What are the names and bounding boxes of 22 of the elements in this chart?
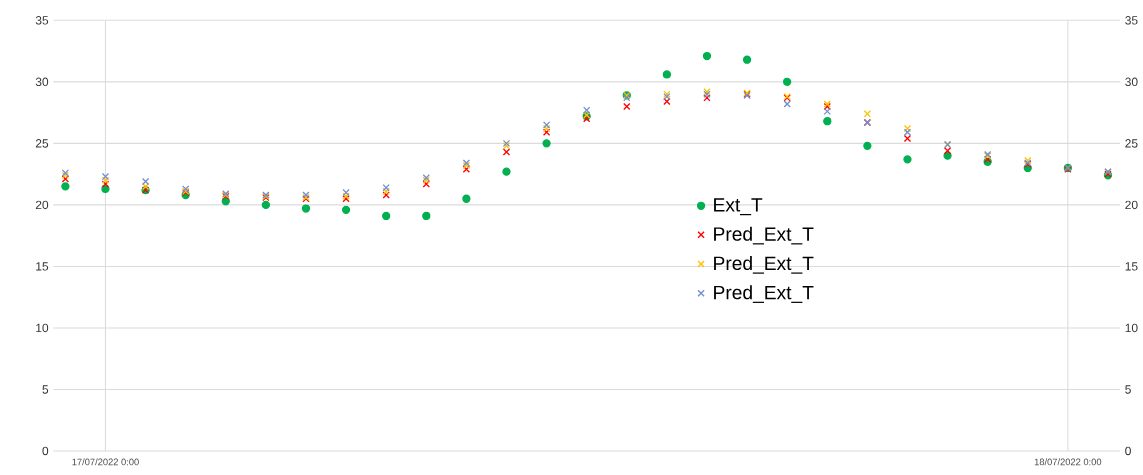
- y2-tick-label: 0: [1125, 446, 1131, 456]
- y2-tick-label: 5: [1125, 385, 1131, 394]
- y2-tick-label: 10: [1125, 323, 1138, 333]
- legend-label: Pred_Ext_T: [714, 226, 814, 245]
- y-tick-label: 5: [42, 385, 49, 394]
- y2-tick-label: 35: [1125, 16, 1138, 25]
- x-tick-label: 17/07/2022 0:00: [72, 458, 139, 466]
- y-tick-label: 20: [35, 200, 49, 210]
- y-tick-label: 10: [36, 323, 49, 333]
- y2-tick-label: 25: [1125, 139, 1138, 148]
- y2-tick-label: 20: [1125, 200, 1138, 210]
- y2-tick-label: 15: [1125, 262, 1138, 271]
- y-tick-label: 25: [35, 139, 49, 148]
- legend-label: Ext_T: [714, 198, 763, 216]
- y-tick-label: 35: [35, 16, 49, 25]
- legend-label: Pred_Ext_T: [714, 255, 814, 274]
- y-tick-label: 30: [35, 77, 49, 87]
- y-tick-label: 0: [42, 446, 49, 456]
- legend-label: Pred_Ext_T: [714, 285, 814, 303]
- x-tick-label: 18/07/2022 0:00: [1034, 458, 1102, 466]
- y-tick-label: 15: [36, 262, 49, 271]
- y2-tick-label: 30: [1125, 77, 1138, 87]
